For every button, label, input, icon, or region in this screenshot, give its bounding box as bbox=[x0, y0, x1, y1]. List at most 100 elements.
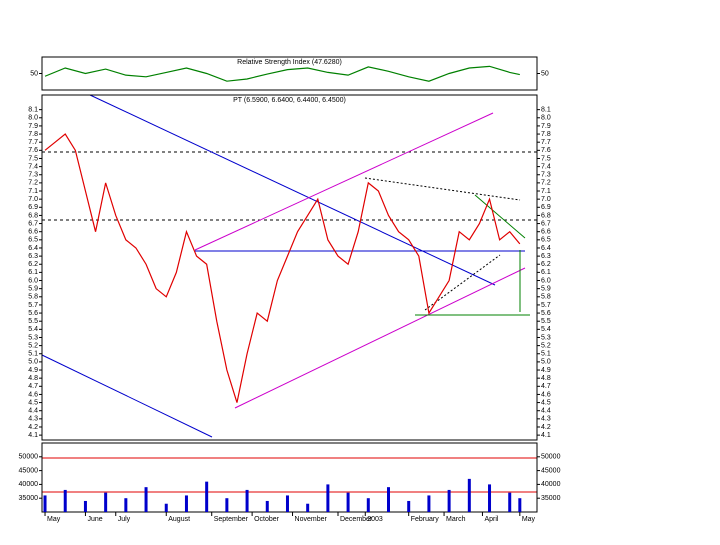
volume-bar bbox=[447, 489, 451, 512]
y-tick-label: 7.8 bbox=[28, 131, 38, 138]
volume-bar bbox=[407, 500, 411, 512]
volume-bar bbox=[83, 500, 87, 512]
y-tick-label: 6.2 bbox=[28, 261, 38, 268]
y-tick-label: 40000 bbox=[541, 481, 561, 488]
volume-bar bbox=[285, 495, 289, 512]
y-tick-label: 40000 bbox=[19, 481, 39, 488]
y-tick-label: 7.3 bbox=[541, 172, 551, 179]
y-tick-label: 7.7 bbox=[541, 139, 551, 146]
volume-bar bbox=[346, 492, 350, 512]
y-tick-label: 6.3 bbox=[541, 253, 551, 260]
panel-title: PT (6.5900, 6.6400, 6.4400, 6.4500) bbox=[233, 97, 346, 104]
y-tick-label: 4.9 bbox=[28, 367, 38, 374]
volume-bar bbox=[144, 487, 148, 512]
y-tick-label: 4.8 bbox=[541, 375, 551, 382]
y-tick-label: 4.1 bbox=[28, 432, 38, 439]
y-tick-label: 5.8 bbox=[541, 294, 551, 301]
channel-line bbox=[194, 112, 494, 251]
y-tick-label: 6.2 bbox=[541, 261, 551, 268]
y-tick-label: 6.1 bbox=[541, 269, 551, 276]
y-tick-label: 5.2 bbox=[28, 342, 38, 349]
y-tick-label: 5.8 bbox=[28, 294, 38, 301]
volume-bar bbox=[225, 498, 229, 512]
y-tick-label: 5.5 bbox=[541, 318, 551, 325]
x-tick-label: September bbox=[214, 516, 249, 523]
x-tick-label: August bbox=[168, 516, 190, 523]
trend-line bbox=[424, 254, 501, 311]
x-tick-label: May bbox=[47, 516, 61, 523]
volume-bar bbox=[326, 484, 330, 512]
y-tick-label: 7.6 bbox=[541, 147, 551, 154]
trend-line bbox=[41, 354, 213, 438]
y-tick-label: 7.5 bbox=[541, 155, 551, 162]
y-tick-label: 5.6 bbox=[541, 310, 551, 317]
volume-bar bbox=[104, 492, 108, 512]
x-tick-label: April bbox=[484, 516, 498, 523]
y-tick-label: 4.7 bbox=[28, 383, 38, 390]
x-tick-label: February bbox=[411, 516, 440, 523]
y-tick-label: 6.7 bbox=[541, 220, 551, 227]
y-tick-label: 35000 bbox=[541, 495, 561, 502]
y-tick-label: 5.6 bbox=[28, 310, 38, 317]
y-tick-label: 6.1 bbox=[28, 269, 38, 276]
volume-bar bbox=[164, 503, 168, 512]
y-tick-label: 4.2 bbox=[541, 424, 551, 431]
y-tick-label: 8.0 bbox=[28, 115, 38, 122]
y-tick-label: 5.7 bbox=[541, 302, 551, 309]
y-tick-label: 7.0 bbox=[28, 196, 38, 203]
x-tick-label: July bbox=[118, 516, 131, 523]
y-tick-label: 8.0 bbox=[541, 115, 551, 122]
y-tick-label: 6.8 bbox=[28, 212, 38, 219]
volume-bar bbox=[184, 495, 188, 512]
y-tick-label: 7.0 bbox=[541, 196, 551, 203]
volume-bar bbox=[205, 481, 209, 512]
x-tick-label: May bbox=[522, 516, 536, 523]
y-tick-label: 4.7 bbox=[541, 383, 551, 390]
volume-bar bbox=[387, 487, 390, 512]
y-tick-label: 4.6 bbox=[28, 391, 38, 398]
trend-line bbox=[474, 194, 526, 239]
y-tick-label: 4.8 bbox=[28, 375, 38, 382]
trend-line bbox=[89, 94, 496, 286]
volume-bar bbox=[265, 500, 269, 512]
y-tick-label: 5.0 bbox=[28, 359, 38, 366]
y-tick-label: 6.7 bbox=[28, 220, 38, 227]
y-tick-label: 45000 bbox=[19, 467, 39, 474]
x-tick-label: October bbox=[254, 516, 280, 523]
y-tick-label: 5.4 bbox=[28, 326, 38, 333]
y-tick-label: 6.5 bbox=[28, 237, 38, 244]
trend-line bbox=[364, 177, 521, 201]
x-tick-label: June bbox=[87, 516, 102, 523]
y-tick-label: 6.8 bbox=[541, 212, 551, 219]
y-tick-label: 6.3 bbox=[28, 253, 38, 260]
x-tick-label: November bbox=[295, 516, 328, 523]
y-tick-label: 4.3 bbox=[541, 416, 551, 423]
y-tick-label: 6.0 bbox=[541, 277, 551, 284]
y-tick-label: 4.9 bbox=[541, 367, 551, 374]
y-tick-label: 5.3 bbox=[541, 334, 551, 341]
volume-bar bbox=[508, 492, 512, 512]
y-tick-label: 4.4 bbox=[541, 408, 551, 415]
y-tick-label: 7.5 bbox=[28, 155, 38, 162]
y-tick-label: 50 bbox=[30, 70, 38, 77]
panel-title: Relative Strength Index (47.6280) bbox=[237, 59, 342, 66]
y-tick-label: 4.1 bbox=[541, 432, 551, 439]
y-tick-label: 4.6 bbox=[541, 391, 551, 398]
y-tick-label: 6.0 bbox=[28, 277, 38, 284]
y-tick-label: 5.1 bbox=[541, 351, 551, 358]
y-tick-label: 5.9 bbox=[541, 285, 551, 292]
x-tick-label: March bbox=[446, 516, 466, 523]
y-tick-label: 5.1 bbox=[28, 351, 38, 358]
y-tick-label: 6.6 bbox=[541, 229, 551, 236]
y-tick-label: 6.4 bbox=[541, 245, 551, 252]
y-tick-label: 7.6 bbox=[28, 147, 38, 154]
y-tick-label: 6.4 bbox=[28, 245, 38, 252]
y-tick-label: 5.4 bbox=[541, 326, 551, 333]
volume-bar bbox=[467, 478, 471, 512]
volume-bar bbox=[427, 495, 431, 512]
trendlines bbox=[41, 94, 537, 493]
y-tick-label: 45000 bbox=[541, 467, 561, 474]
y-tick-label: 7.4 bbox=[28, 163, 38, 170]
y-tick-label: 5.9 bbox=[28, 285, 38, 292]
